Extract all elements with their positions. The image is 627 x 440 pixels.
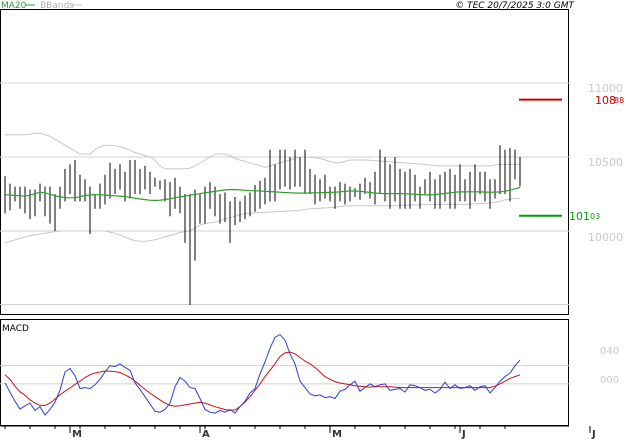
price-tick-10000: 10000: [588, 231, 623, 244]
legend-bbands: BBands: [40, 1, 74, 11]
ma20-line: [4, 186, 521, 202]
macd-tick-000: 000: [600, 375, 619, 386]
x-label-2: M: [332, 429, 342, 440]
legend-ma20: MA20: [1, 1, 27, 11]
resistance-value-decimals: 88: [614, 96, 624, 105]
bband-lower-line: [4, 197, 520, 244]
macd-line: [4, 333, 521, 416]
macd-signal-line: [4, 351, 521, 411]
price-tick-10500: 10500: [588, 156, 623, 169]
x-label-4: J: [591, 429, 596, 440]
bband-upper-line: [5, 132, 520, 170]
x-label-1: A: [202, 429, 210, 440]
macd-title: MACD: [2, 324, 29, 334]
price-tick-11000: 11000: [588, 82, 623, 95]
copyright-text: © TEC 20/7/2025 3:0 GMT: [455, 1, 575, 11]
x-label-3: J: [461, 429, 466, 440]
support-value-decimals: 03: [590, 212, 600, 221]
support-value: 101: [569, 210, 590, 223]
macd-panel: [0, 319, 569, 426]
resistance-value: 108: [595, 94, 616, 107]
macd-tick-040: 040: [600, 346, 619, 357]
x-label-0: M: [72, 429, 82, 440]
